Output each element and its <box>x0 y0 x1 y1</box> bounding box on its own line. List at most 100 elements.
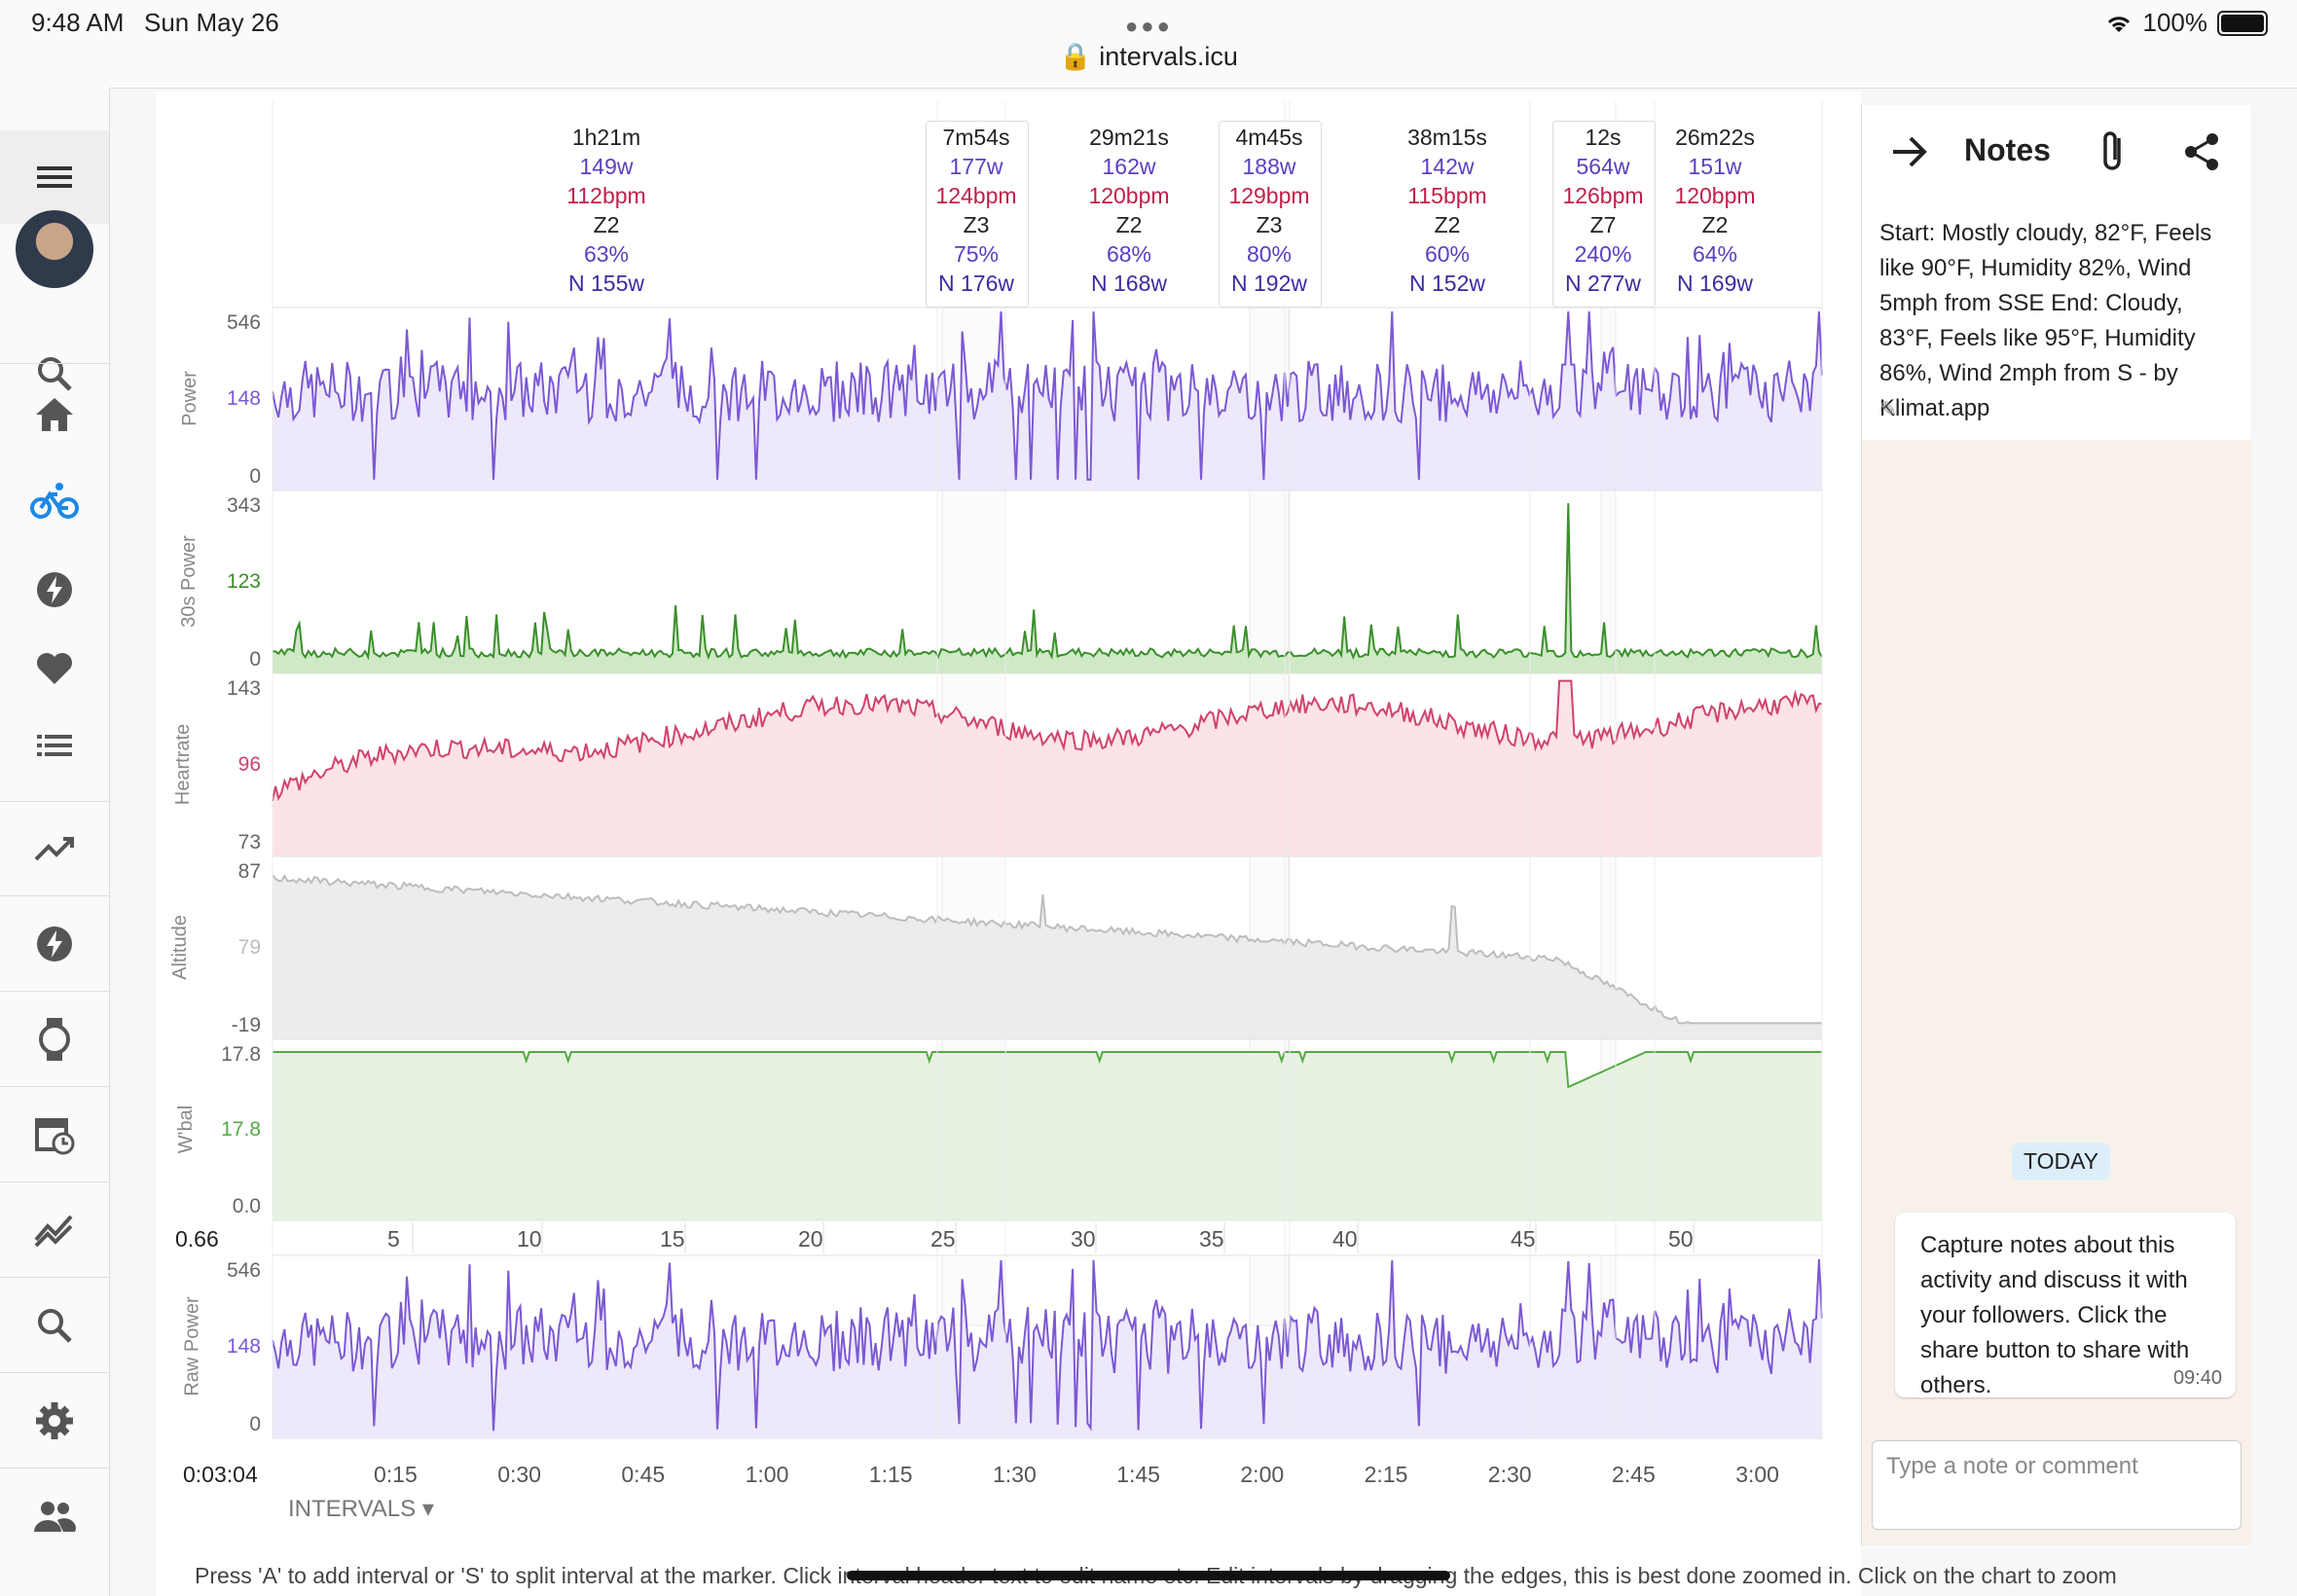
arrow-right-icon[interactable] <box>1891 134 1930 169</box>
heart-icon <box>37 653 72 684</box>
series-area <box>273 311 1822 490</box>
comment-input[interactable]: Type a note or comment <box>1872 1440 2242 1530</box>
nav-power[interactable] <box>0 897 109 991</box>
interval-hr: 129bpm <box>1228 183 1310 208</box>
nav-calendar[interactable] <box>0 1088 109 1181</box>
interval-power: 188w <box>1242 154 1296 179</box>
menu-button[interactable] <box>0 130 109 224</box>
interval-power: 151w <box>1688 154 1742 179</box>
weather-note <box>1862 199 2251 440</box>
y-tick-label: 546 <box>226 311 261 334</box>
weather-note-text: Start: Mostly cloudy, 82°F, Feels like 9… <box>1879 220 2212 421</box>
nav-compare[interactable] <box>0 1183 109 1277</box>
y-tick-label: 148 <box>226 387 261 410</box>
lock-icon: 🔒 <box>1059 42 1092 71</box>
search-icon <box>38 1309 72 1343</box>
distance-tick-label: 50 <box>1668 1226 1694 1251</box>
series-area <box>273 503 1822 673</box>
distance-tick-label: 45 <box>1511 1226 1536 1251</box>
interval-header[interactable]: 38m15s 142w 115bpm Z2 60% N 152w <box>1369 123 1525 298</box>
interval-power: 162w <box>1102 154 1156 179</box>
distance-tick-label: 15 <box>660 1226 685 1251</box>
y-tick-label: 148 <box>226 1335 261 1358</box>
interval-header[interactable]: 26m22s 151w 120bpm Z2 64% N 169w <box>1637 123 1793 298</box>
interval-np: N 168w <box>1091 271 1167 296</box>
battery-icon <box>2217 10 2268 36</box>
interval-zone: Z7 <box>1589 212 1617 237</box>
interval-duration: 12s <box>1585 125 1622 150</box>
people-icon <box>34 1502 76 1532</box>
nav-trends[interactable] <box>0 802 109 895</box>
distance-tick-label: 10 <box>517 1226 542 1251</box>
status-right: 100% <box>2104 8 2268 38</box>
interval-zone: Z2 <box>1115 212 1143 237</box>
interval-pct: 240% <box>1574 241 1632 267</box>
time-tick-label: 1:45 <box>1116 1462 1160 1487</box>
notes-header: Notes <box>1862 105 2251 200</box>
nav-settings[interactable] <box>0 1374 109 1468</box>
time-start-label: 0:03:04 <box>183 1462 258 1487</box>
nav-search-athletes[interactable] <box>0 1279 109 1372</box>
interval-header[interactable]: 7m54s 177w 124bpm Z3 75% N 176w <box>898 123 1054 298</box>
nav-home[interactable] <box>0 368 109 461</box>
nav-followers[interactable] <box>0 1469 109 1563</box>
y-tick-label: -19 <box>231 1014 261 1036</box>
paperclip-icon[interactable] <box>2099 128 2129 175</box>
search-icon <box>38 357 72 391</box>
notes-title: Notes <box>1964 132 2051 167</box>
interval-header[interactable]: 12s 564w 126bpm Z7 240% N 277w <box>1525 123 1681 298</box>
panel-frame <box>272 490 1823 674</box>
sidebar <box>0 88 110 1596</box>
distance-start-label: 0.66 <box>175 1226 219 1251</box>
avatar[interactable] <box>16 210 93 288</box>
series-line <box>272 503 1823 661</box>
y-tick-label: 546 <box>226 1259 261 1282</box>
nav-list[interactable] <box>0 699 109 792</box>
interval-power: 142w <box>1420 154 1475 179</box>
series-line <box>272 679 1823 802</box>
today-label: TODAY <box>2012 1143 2111 1180</box>
interval-header-box[interactable] <box>1552 121 1656 308</box>
time-tick-label: 2:30 <box>1487 1462 1532 1487</box>
edit-pencil-icon[interactable]: ✎ <box>1879 397 1898 421</box>
series-area <box>273 680 1822 856</box>
series-area <box>273 874 1822 1039</box>
interval-hr: 124bpm <box>935 183 1017 208</box>
intervals-dropdown[interactable]: INTERVALS ▾ <box>288 1495 434 1523</box>
bolt-icon <box>37 926 72 961</box>
series-area <box>273 1259 1822 1438</box>
nav-activities[interactable] <box>0 453 109 547</box>
activity-chart[interactable] <box>156 91 1861 1473</box>
interval-zone: Z3 <box>963 212 990 237</box>
nav-search[interactable] <box>0 327 109 420</box>
main-panel: 1h21m 149w 112bpm Z2 63% N 155w 7m54s 177w 124bp… <box>156 91 1861 1596</box>
nav-wellness[interactable] <box>0 621 109 714</box>
watch-icon <box>39 1018 70 1061</box>
more-dots-icon[interactable]: ●●● <box>1125 14 1173 38</box>
interval-hr: 112bpm <box>566 183 646 208</box>
distance-tick-label: 20 <box>798 1226 823 1251</box>
nav-fitness[interactable] <box>0 543 109 636</box>
interval-power: 177w <box>949 154 1003 179</box>
interval-header[interactable]: 4m45s 188w 129bpm Z3 80% N 192w <box>1191 123 1347 298</box>
distance-tick-label: 5 <box>387 1226 400 1251</box>
interval-zone: Z2 <box>1701 212 1729 237</box>
menu-icon <box>37 166 72 188</box>
interval-np: N 152w <box>1409 271 1485 296</box>
interval-header[interactable]: 1h21m 149w 112bpm Z2 63% N 155w <box>529 123 684 298</box>
y-tick-label: 73 <box>237 831 261 853</box>
interval-header[interactable]: 29m21s 162w 120bpm Z2 68% N 168w <box>1051 123 1207 298</box>
time-tick-label: 1:30 <box>993 1462 1037 1487</box>
battery-percent: 100% <box>2142 8 2208 37</box>
url-bar[interactable]: 🔒 intervals.icu <box>0 41 2297 72</box>
time-tick-label: 1:00 <box>745 1462 789 1487</box>
interval-header-box[interactable] <box>926 121 1029 308</box>
message-text: Capture notes about this activity and di… <box>1920 1232 2190 1398</box>
notes-panel: Notes Start: Mostly cloudy, 82°F, Feels … <box>1861 105 2251 1545</box>
interval-np: N 277w <box>1565 271 1641 296</box>
nav-devices[interactable] <box>0 993 109 1086</box>
interval-header-box[interactable] <box>1219 121 1322 308</box>
interval-duration: 29m21s <box>1089 125 1169 150</box>
gear-icon <box>36 1402 73 1439</box>
share-icon[interactable] <box>2183 132 2222 171</box>
